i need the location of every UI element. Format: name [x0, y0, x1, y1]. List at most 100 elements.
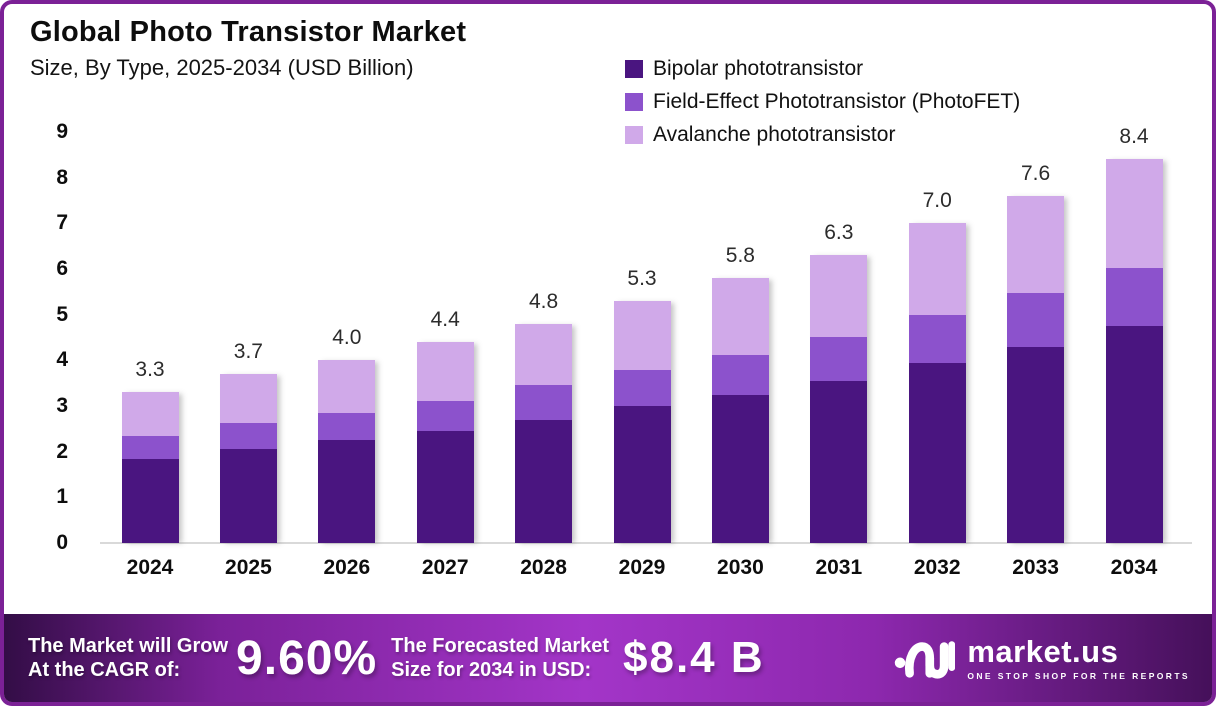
bar-segment [711, 278, 769, 356]
legend-item-2: Field-Effect Phototransistor (PhotoFET) [625, 85, 1020, 118]
x-axis-label-2033: 2033 [1012, 556, 1059, 579]
bar-2025 [219, 374, 277, 543]
header: Global Photo Transistor Market Size, By … [30, 16, 466, 81]
legend-item-1: Bipolar phototransistor [625, 52, 1020, 85]
cagr-value: 9.60% [236, 631, 378, 685]
x-axis-label-2026: 2026 [323, 556, 371, 579]
bar-segment [613, 406, 671, 543]
marketus-logo: market.us ONE STOP SHOP FOR THE REPORTS [893, 635, 1190, 681]
legend-swatch-icon [625, 125, 643, 144]
total-label-2031: 6.3 [824, 221, 854, 245]
bar-segment [1007, 195, 1065, 294]
marketus-logo-tagline: ONE STOP SHOP FOR THE REPORTS [967, 670, 1190, 681]
total-label-2028: 4.8 [528, 289, 559, 313]
forecast-value: $8.4 B [623, 633, 765, 682]
bar-2024 [121, 392, 179, 543]
x-axis-label-2029: 2029 [618, 556, 666, 579]
y-axis-tick-3: 3 [56, 393, 68, 417]
bar-segment [711, 394, 769, 543]
bar-2030 [711, 278, 769, 543]
x-axis-label-2024: 2024 [126, 556, 174, 579]
bar-segment [121, 392, 179, 436]
y-axis-tick-0: 0 [56, 531, 68, 554]
bar-segment [1105, 326, 1163, 543]
bar-segment [416, 431, 474, 543]
bar-segment [1007, 346, 1065, 543]
bar-segment [318, 360, 376, 413]
x-axis-line [100, 542, 1192, 544]
total-label-2030: 5.8 [725, 244, 755, 268]
bar-segment [515, 419, 573, 543]
bar-2031 [810, 255, 868, 543]
x-axis-label-2034: 2034 [1110, 556, 1158, 579]
bar-segment [515, 323, 573, 386]
bar-segment [613, 369, 671, 406]
y-axis-tick-2: 2 [56, 439, 68, 463]
legend-item-3: Avalanche phototransistor [625, 118, 1020, 151]
legend-swatch-icon [625, 59, 643, 78]
bar-segment [908, 314, 966, 363]
cagr-label-line1: The Market will Grow [28, 635, 229, 657]
y-axis-tick-7: 7 [56, 211, 68, 235]
bar-segment [810, 255, 868, 337]
marketus-logo-text: market.us [967, 633, 1119, 669]
bar-segment [318, 412, 376, 441]
bar-segment [908, 223, 966, 315]
bar-2027 [416, 342, 474, 543]
bar-2034 [1105, 159, 1163, 543]
x-axis-label-2031: 2031 [815, 556, 863, 579]
bar-2026 [318, 360, 376, 543]
bar-segment [416, 342, 474, 401]
bottom-banner: The Market will Grow At the CAGR of: 9.6… [4, 614, 1212, 702]
cagr-label: The Market will Grow At the CAGR of: [28, 634, 228, 682]
bar-segment [219, 449, 277, 543]
stacked-bar-chart: 0 1 2 3 4 5 6 7 8 9 3.3 2024 3.7 2025 4.0 2026 4.4 2027 4.… [4, 4, 1212, 702]
bar-segment [416, 400, 474, 432]
y-axis-tick-5: 5 [56, 302, 68, 326]
y-axis-tick-1: 1 [56, 485, 68, 509]
legend-label: Bipolar phototransistor [653, 56, 864, 80]
bar-2032 [908, 223, 966, 543]
total-label-2032: 7.0 [922, 189, 952, 213]
marketus-logo-text-wrap: market.us ONE STOP SHOP FOR THE REPORTS [967, 636, 1190, 681]
bar-segment [121, 458, 179, 543]
bar-segment [711, 355, 769, 395]
bar-segment [318, 440, 376, 543]
bar-segment [810, 336, 868, 381]
bar-segment [219, 374, 277, 423]
total-label-2024: 3.3 [135, 358, 165, 382]
forecast-label-line1: The Forecasted Market [391, 635, 610, 657]
total-label-2025: 3.7 [233, 340, 263, 364]
bar-2033 [1007, 195, 1065, 543]
bar-segment [1105, 267, 1163, 327]
x-axis-label-2032: 2032 [913, 556, 961, 579]
y-axis-tick-4: 4 [56, 348, 68, 372]
x-axis-label-2025: 2025 [225, 556, 272, 579]
forecast-label-line2: Size for 2034 in USD: [391, 659, 592, 681]
legend-swatch-icon [625, 92, 643, 111]
legend-label: Avalanche phototransistor [653, 122, 896, 146]
x-axis-label-2030: 2030 [717, 556, 764, 579]
total-label-2029: 5.3 [627, 266, 657, 290]
bar-segment [908, 362, 966, 543]
y-axis-tick-9: 9 [56, 119, 68, 143]
cagr-label-line2: At the CAGR of: [28, 659, 181, 681]
bar-segment [1105, 159, 1163, 268]
forecast-label: The Forecasted Market Size for 2034 in U… [391, 634, 609, 682]
bar-segment [613, 300, 671, 370]
y-axis-tick-8: 8 [56, 165, 68, 189]
total-label-2026: 4.0 [332, 326, 362, 350]
bar-segment [219, 422, 277, 450]
bar-segment [810, 380, 868, 543]
chart-legend: Bipolar phototransistor Field-Effect Phot… [625, 52, 1020, 151]
page-title: Global Photo Transistor Market [30, 16, 467, 48]
page-subtitle: Size, By Type, 2025-2034 (USD Billion) [30, 55, 414, 80]
x-axis-label-2028: 2028 [520, 556, 567, 579]
bar-segment [121, 435, 179, 459]
y-axis-tick-6: 6 [56, 256, 68, 280]
marketus-logo-icon [895, 641, 956, 679]
bar-2029 [613, 300, 671, 543]
bar-2028 [515, 323, 573, 543]
x-axis-label-2027: 2027 [421, 556, 469, 579]
